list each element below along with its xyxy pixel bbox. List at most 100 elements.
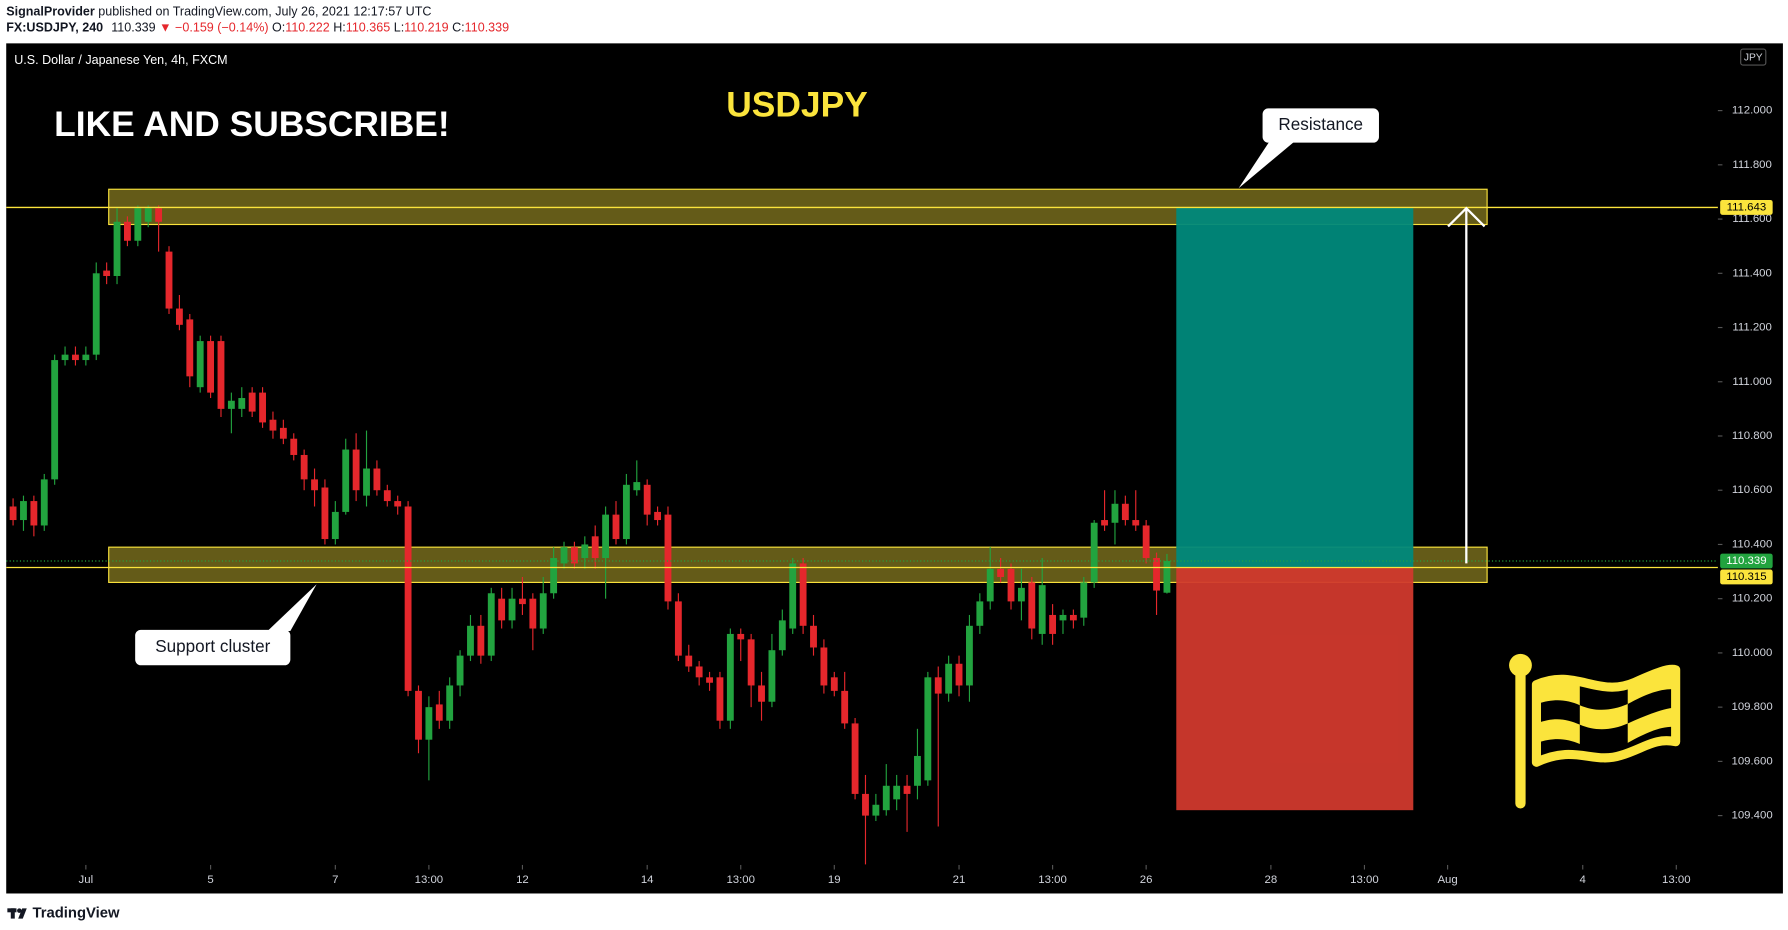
headline: LIKE AND SUBSCRIBE!: [54, 105, 450, 144]
candle-body: [560, 547, 568, 564]
candle-body: [820, 647, 828, 686]
candle-body: [570, 547, 578, 564]
candle-body: [789, 563, 797, 629]
candle-body: [654, 511, 662, 521]
candle-body: [622, 484, 630, 540]
callout-text: Support cluster: [155, 637, 270, 656]
candle-body: [259, 392, 266, 423]
c-label: C:: [452, 21, 465, 35]
x-tick-label: 12: [516, 874, 529, 886]
currency: JPY: [1744, 52, 1763, 63]
candle-body: [914, 755, 921, 786]
candle-body: [1028, 582, 1036, 629]
callout-text: Resistance: [1278, 115, 1363, 134]
candle-body: [435, 704, 443, 721]
candle-body: [1090, 522, 1098, 583]
publish-line: SignalProvider published on TradingView.…: [6, 5, 431, 19]
candle-body: [1049, 614, 1057, 634]
y-tick-label: 111.800: [1732, 159, 1772, 171]
candle-body: [383, 490, 391, 502]
x-tick-label: 5: [207, 874, 213, 886]
chart-title: USDJPY: [726, 86, 868, 125]
y-tick-label: 111.000: [1732, 376, 1772, 388]
candle-body: [966, 625, 973, 686]
candle-body: [508, 598, 516, 621]
candle-body: [1163, 560, 1171, 593]
candle-body: [726, 633, 734, 721]
profit-zone: [1176, 207, 1414, 568]
logo-slash: [18, 908, 27, 919]
candle-body: [217, 341, 225, 409]
candle-body: [955, 663, 963, 686]
candle-body: [404, 506, 412, 691]
candle-body: [706, 677, 713, 683]
candle-body: [1007, 568, 1015, 602]
candle-body: [716, 677, 724, 721]
candle-body: [196, 341, 204, 388]
x-tick-label: 13:00: [415, 874, 444, 886]
x-tick-label: 14: [641, 874, 654, 886]
x-tick-label: 28: [1265, 874, 1278, 886]
candle-body: [1017, 587, 1025, 602]
candle-body: [467, 625, 474, 656]
candle-body: [1038, 585, 1046, 634]
candle-body: [664, 514, 672, 602]
candle-body: [248, 392, 256, 412]
o-value: 110.222: [285, 21, 329, 35]
o-label: O:: [272, 21, 285, 35]
candle-body: [799, 563, 807, 626]
x-tick-label: Jul: [79, 874, 94, 886]
candle-body: [612, 514, 620, 540]
candle-body: [747, 639, 755, 686]
candle-body: [331, 511, 339, 540]
x-tick-label: 7: [332, 874, 338, 886]
tv-logo: TradingView: [7, 905, 120, 921]
candle-body: [1101, 520, 1108, 526]
loss-zone: [1176, 567, 1414, 811]
candle-body: [425, 707, 433, 740]
candle-body: [830, 677, 838, 691]
y-tick-label: 110.600: [1732, 484, 1772, 496]
candle-body: [841, 690, 849, 724]
candle-body: [9, 506, 17, 521]
candle-body: [685, 655, 693, 667]
candle-body: [934, 677, 942, 694]
y-tick-label: 109.800: [1731, 701, 1772, 713]
candle-body: [581, 544, 589, 559]
candle-body: [103, 270, 111, 277]
candle-body: [986, 568, 994, 602]
candle-body: [1080, 582, 1088, 618]
y-tick-label: 110.800: [1732, 430, 1772, 442]
candle-body: [768, 650, 776, 702]
author: SignalProvider: [6, 5, 95, 19]
candle-body: [1121, 503, 1129, 521]
candle-body: [550, 558, 558, 594]
candle-body: [758, 685, 765, 702]
candle-body: [591, 536, 599, 559]
candle-body: [456, 655, 464, 686]
candle-body: [238, 398, 246, 409]
candle-body: [144, 208, 152, 222]
candle-body: [862, 793, 869, 816]
candle-body: [882, 785, 890, 811]
candle-body: [124, 221, 131, 241]
candle-body: [1059, 614, 1067, 621]
x-tick-label: 13:00: [1350, 874, 1379, 886]
x-tick-label: 26: [1140, 874, 1153, 886]
candle-body: [30, 501, 38, 526]
candle-body: [498, 598, 506, 621]
candle-body: [51, 360, 59, 480]
candle-body: [155, 208, 163, 222]
logo-stem: [10, 908, 15, 919]
candle-body: [290, 438, 298, 455]
candle-body: [175, 308, 183, 325]
h-value: 110.365: [346, 21, 390, 35]
candle-body: [1132, 520, 1140, 526]
candle-body: [342, 449, 350, 512]
candle-body: [40, 479, 48, 526]
y-tick-label: 111.600: [1732, 213, 1772, 225]
arrow-head: [1447, 206, 1486, 228]
flag-icon: [1509, 653, 1681, 809]
y-tick-label: 111.200: [1732, 322, 1772, 334]
price-tag-label: 110.315: [1726, 571, 1766, 583]
